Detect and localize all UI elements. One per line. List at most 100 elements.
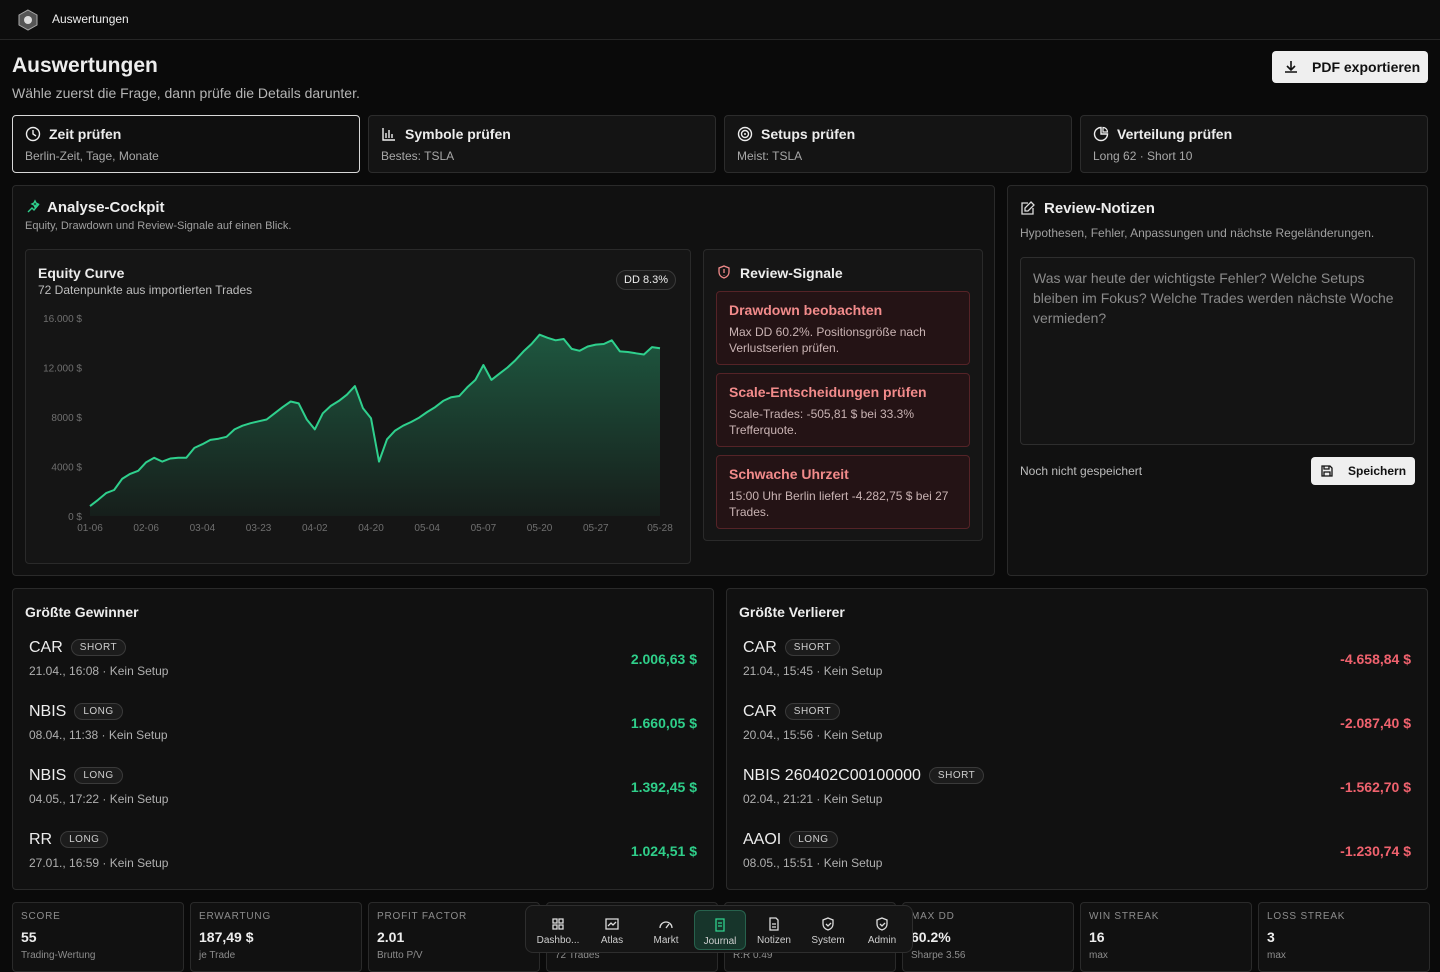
nav-item[interactable]: Notizen xyxy=(748,910,800,950)
side-badge: SHORT xyxy=(784,639,841,656)
symbol: CAR xyxy=(29,639,63,656)
x-tick-label: 01-06 xyxy=(77,523,103,534)
signal-title: Schwache Uhrzeit xyxy=(729,466,849,482)
trade-amount: -4.658,84 $ xyxy=(1340,651,1411,667)
signal-text: 15:00 Uhr Berlin liefert -4.282,75 $ bei… xyxy=(729,489,949,519)
symbol: NBIS 260402C00100000 xyxy=(743,767,921,784)
cockpit-title: Analyse-Cockpit xyxy=(47,199,165,216)
signal-text: Max DD 60.2%. Positionsgröße nach Verlus… xyxy=(729,325,926,355)
nav-item[interactable]: Atlas xyxy=(586,910,638,950)
nav-item[interactable]: System xyxy=(802,910,854,950)
stat-card: LOSS STREAK 3 max xyxy=(1258,902,1430,972)
page-title: Auswertungen xyxy=(12,54,158,77)
bottom-nav: Dashbo... Atlas Markt Journal Notizen System A… xyxy=(525,905,913,953)
trade-symbol: RR LONG xyxy=(29,831,109,849)
trade-row: NBIS LONG 08.04., 11:38 · Kein Setup 1.660,… xyxy=(29,703,697,763)
signal: Drawdown beobachten Max DD 60.2%. Positio… xyxy=(716,291,970,365)
x-tick-label: 04-20 xyxy=(358,523,384,534)
nav-label: Dashbo... xyxy=(536,935,580,946)
winners-title: Größte Gewinner xyxy=(25,604,139,620)
side-badge: LONG xyxy=(60,831,109,848)
signal: Schwache Uhrzeit 15:00 Uhr Berlin liefert… xyxy=(716,455,970,529)
trade-meta: 21.04., 15:45 · Kein Setup xyxy=(743,664,883,678)
stat-value: 16 xyxy=(1089,929,1105,945)
x-tick-label: 04-02 xyxy=(302,523,328,534)
stat-card: ERWARTUNG 187,49 $ je Trade xyxy=(190,902,362,972)
trade-amount: 1.660,05 $ xyxy=(630,715,697,731)
nav-icon xyxy=(822,917,834,931)
trade-row: NBIS LONG 04.05., 17:22 · Kein Setup 1.392,… xyxy=(29,767,697,827)
download-icon xyxy=(1285,61,1297,73)
side-badge: LONG xyxy=(74,767,123,784)
x-tick-label: 03-04 xyxy=(190,523,216,534)
signal-title: Scale-Entscheidungen prüfen xyxy=(729,384,927,400)
equity-chart: 0 $ 4000 $ 8000 $ 12.000 $ 16.000 $ 01-06 02-0… xyxy=(43,314,673,534)
symbol: NBIS xyxy=(29,767,67,784)
symbol: RR xyxy=(29,831,53,848)
nav-icon xyxy=(605,918,619,930)
trade-meta: 04.05., 17:22 · Kein Setup xyxy=(29,792,169,806)
nav-item[interactable]: Admin xyxy=(856,910,908,950)
signal: Scale-Entscheidungen prüfen Scale-Trades:… xyxy=(716,373,970,447)
trade-symbol: NBIS LONG xyxy=(29,703,123,721)
symbol: NBIS xyxy=(29,703,67,720)
nav-item[interactable]: Dashbo... xyxy=(532,910,584,950)
trade-symbol: CAR SHORT xyxy=(743,703,841,721)
chart-title: Equity Curve xyxy=(38,265,125,281)
stat-label: LOSS STREAK xyxy=(1267,911,1346,922)
stat-sub: R:R 0.49 xyxy=(733,950,773,961)
shield-icon xyxy=(718,265,730,279)
stat-value: 187,49 $ xyxy=(199,929,254,945)
dd-badge: DD 8.3% xyxy=(616,270,677,290)
y-tick-label: 8000 $ xyxy=(51,413,82,424)
notes-status: Noch nicht gespeichert xyxy=(1020,464,1143,478)
target-icon xyxy=(737,126,753,142)
trade-meta: 21.04., 16:08 · Kein Setup xyxy=(29,664,169,678)
signal-text: Scale-Trades: -505,81 $ bei 33.3% Treffe… xyxy=(729,407,914,437)
tab-title: Verteilung prüfen xyxy=(1117,126,1233,142)
tab[interactable]: Zeit prüfen Berlin-Zeit, Tage, Monate xyxy=(12,115,360,173)
clock-icon xyxy=(25,126,41,142)
nav-item[interactable]: Journal xyxy=(694,910,746,950)
pie-icon xyxy=(1093,126,1109,142)
tab-title: Setups prüfen xyxy=(761,126,856,142)
trade-amount: -2.087,40 $ xyxy=(1340,715,1411,731)
nav-label: Atlas xyxy=(600,935,624,946)
symbol: CAR xyxy=(743,639,777,656)
symbol: CAR xyxy=(743,703,777,720)
notes-title: Review-Notizen xyxy=(1044,200,1155,217)
nav-label: Notizen xyxy=(757,935,791,946)
stat-sub: Trading-Wertung xyxy=(21,950,96,961)
stat-label: MAX DD xyxy=(911,911,955,922)
app-title: Auswertungen xyxy=(52,12,129,26)
edit-icon xyxy=(1021,201,1035,215)
y-tick-label: 4000 $ xyxy=(51,463,82,474)
trade-symbol: CAR SHORT xyxy=(743,639,841,657)
tab-sub: Berlin-Zeit, Tage, Monate xyxy=(25,149,159,163)
trade-symbol: AAOI LONG xyxy=(743,831,838,849)
signals-title: Review-Signale xyxy=(740,265,843,281)
trade-amount: 2.006,63 $ xyxy=(630,651,697,667)
nav-icon xyxy=(552,918,564,930)
trade-symbol: NBIS 260402C00100000 SHORT xyxy=(743,767,985,785)
trade-meta: 08.05., 15:51 · Kein Setup xyxy=(743,856,883,870)
nav-label: Journal xyxy=(703,936,737,947)
save-label: Speichern xyxy=(1348,464,1407,478)
nav-label: Admin xyxy=(867,935,897,946)
export-button[interactable]: PDF exportieren xyxy=(1272,51,1428,83)
nav-label: System xyxy=(811,935,845,946)
notes-textarea[interactable]: Was war heute der wichtigste Fehler? Wel… xyxy=(1020,257,1415,445)
trade-row: AAOI LONG 08.05., 15:51 · Kein Setup -1.230… xyxy=(743,831,1411,891)
tab[interactable]: Setups prüfen Meist: TSLA xyxy=(724,115,1072,173)
tab[interactable]: Symbole prüfen Bestes: TSLA xyxy=(368,115,716,173)
tab[interactable]: Verteilung prüfen Long 62 · Short 10 xyxy=(1080,115,1428,173)
tab-sub: Bestes: TSLA xyxy=(381,149,455,163)
tab-title: Symbole prüfen xyxy=(405,126,511,142)
save-button[interactable]: Speichern xyxy=(1311,457,1415,485)
trade-amount: -1.562,70 $ xyxy=(1340,779,1411,795)
nav-item[interactable]: Markt xyxy=(640,910,692,950)
trade-row: CAR SHORT 21.04., 15:45 · Kein Setup -4.658… xyxy=(743,639,1411,699)
tab-sub: Meist: TSLA xyxy=(737,149,803,163)
stat-sub: max xyxy=(1267,950,1286,961)
side-badge: LONG xyxy=(74,703,123,720)
